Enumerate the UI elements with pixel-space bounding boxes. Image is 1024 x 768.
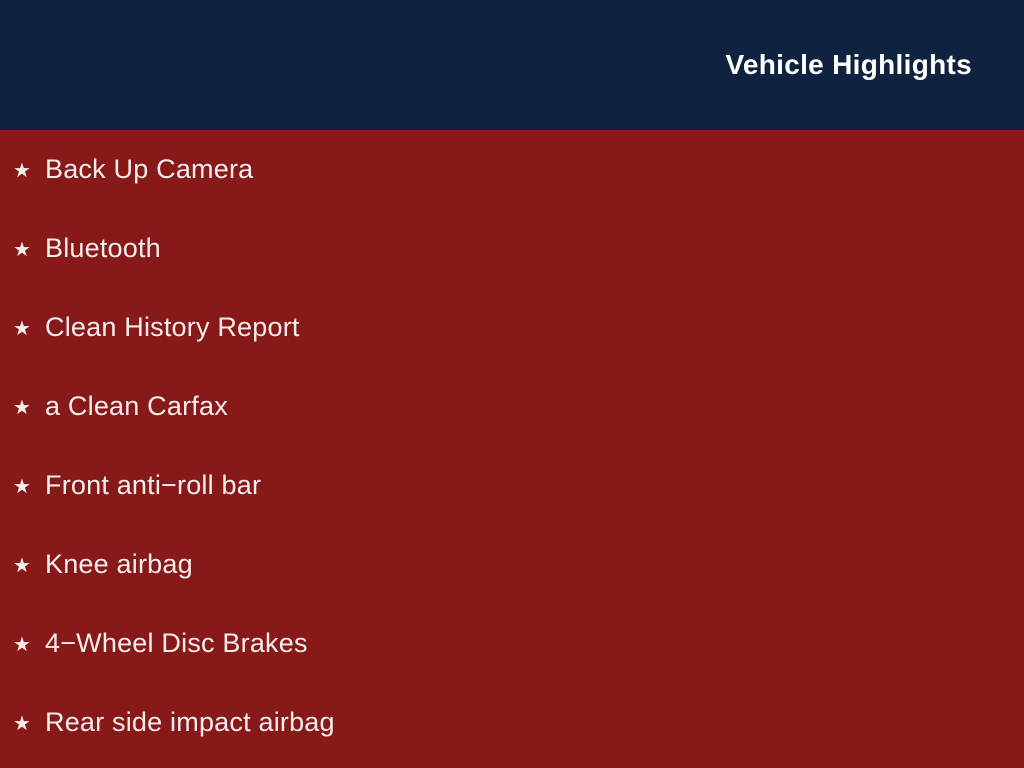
list-item: ★ Rear side impact airbag: [0, 683, 1024, 762]
list-item: ★ 4−Wheel Disc Brakes: [0, 604, 1024, 683]
star-icon: ★: [13, 317, 31, 340]
list-item: ★ Front anti−roll bar: [0, 446, 1024, 525]
list-item: ★ Clean History Report: [0, 288, 1024, 367]
star-icon: ★: [13, 554, 31, 577]
list-item-label: Front anti−roll bar: [45, 470, 262, 500]
list-item-label: Rear side impact airbag: [45, 707, 335, 737]
list-item-label: 4−Wheel Disc Brakes: [45, 628, 308, 658]
star-icon: ★: [13, 712, 31, 735]
list-item-label: Knee airbag: [45, 549, 193, 579]
list-item: ★ Back Up Camera: [0, 130, 1024, 209]
star-icon: ★: [13, 159, 31, 182]
list-item: ★ Knee airbag: [0, 525, 1024, 604]
list-item-label: Clean History Report: [45, 312, 300, 342]
star-icon: ★: [13, 238, 31, 261]
list-item-label: Back Up Camera: [45, 154, 254, 184]
header-bar: Vehicle Highlights: [0, 0, 1024, 130]
list-item: ★ a Clean Carfax: [0, 367, 1024, 446]
star-icon: ★: [13, 396, 31, 419]
list-item: ★ Bluetooth: [0, 209, 1024, 288]
star-icon: ★: [13, 475, 31, 498]
page-title: Vehicle Highlights: [725, 49, 972, 80]
star-icon: ★: [13, 633, 31, 656]
highlights-list: ★ Back Up Camera ★ Bluetooth ★ Clean His…: [0, 130, 1024, 762]
list-item-label: a Clean Carfax: [45, 391, 228, 421]
list-item-label: Bluetooth: [45, 233, 161, 263]
